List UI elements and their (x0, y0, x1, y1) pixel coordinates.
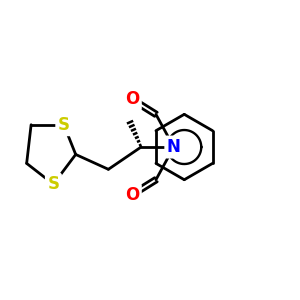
Text: O: O (125, 91, 139, 109)
Text: S: S (58, 116, 70, 134)
Text: S: S (47, 175, 59, 193)
Text: O: O (125, 186, 139, 204)
Text: N: N (167, 138, 181, 156)
